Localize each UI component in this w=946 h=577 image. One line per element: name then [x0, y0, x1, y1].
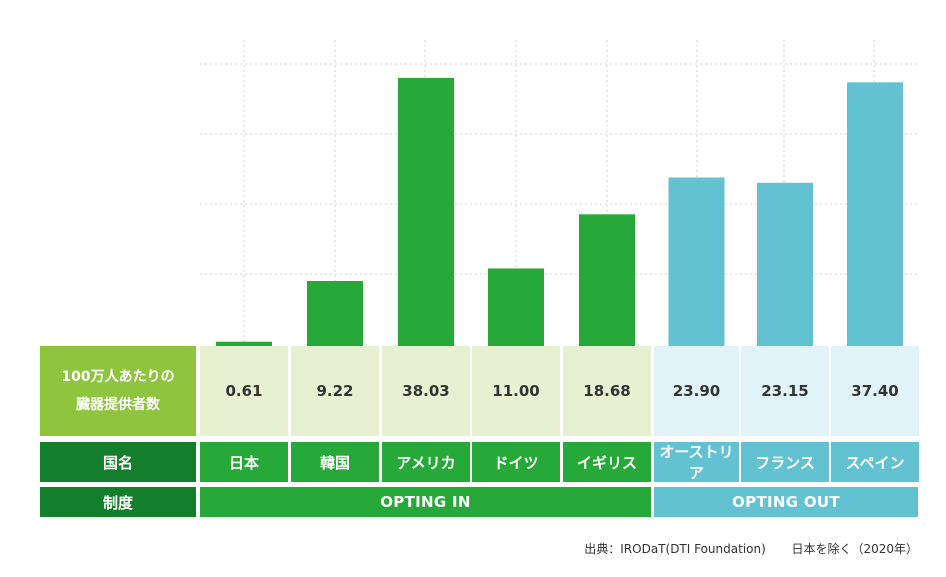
bars	[216, 77, 903, 347]
value-cell: 38.03	[382, 346, 470, 436]
bar	[579, 214, 635, 346]
country-cell: 韓国	[291, 442, 379, 482]
system-opting-out: OPTING OUT	[654, 487, 918, 517]
bar	[847, 82, 903, 346]
value-cell: 23.15	[741, 346, 829, 436]
value-cell: 9.22	[291, 346, 379, 436]
country-cell: 日本	[200, 442, 288, 482]
country-cell: スペイン	[831, 442, 919, 482]
metric-label: 100万人あたりの 臓器提供者数	[40, 346, 196, 436]
system-header: 制度	[40, 487, 196, 517]
bar	[668, 177, 725, 346]
country-cell: フランス	[741, 442, 829, 482]
system-opting-in: OPTING IN	[200, 487, 651, 517]
country-cell: オーストリア	[654, 442, 739, 482]
bar	[488, 268, 544, 346]
bar	[307, 280, 363, 346]
value-cell: 11.00	[472, 346, 560, 436]
metric-label-line2: 臓器提供者数	[76, 397, 160, 413]
metric-label-line1: 100万人あたりの	[61, 369, 175, 385]
source-note: 出典：IRODaT(DTI Foundation) 日本を除く（2020年）	[584, 540, 918, 557]
bar	[216, 341, 272, 346]
country-cell: イギリス	[563, 442, 651, 482]
value-cell: 23.90	[654, 346, 739, 436]
bar	[757, 182, 813, 346]
country-cell: ドイツ	[472, 442, 560, 482]
country-cell: アメリカ	[382, 442, 470, 482]
country-header: 国名	[40, 442, 196, 482]
source-text: 出典：IRODaT(DTI Foundation)	[584, 542, 766, 556]
value-cell: 18.68	[563, 346, 651, 436]
value-cell: 0.61	[200, 346, 288, 436]
bar	[398, 77, 454, 347]
value-cell: 37.40	[831, 346, 919, 436]
source-exclusion-note: 日本を除く（2020年）	[791, 542, 918, 556]
